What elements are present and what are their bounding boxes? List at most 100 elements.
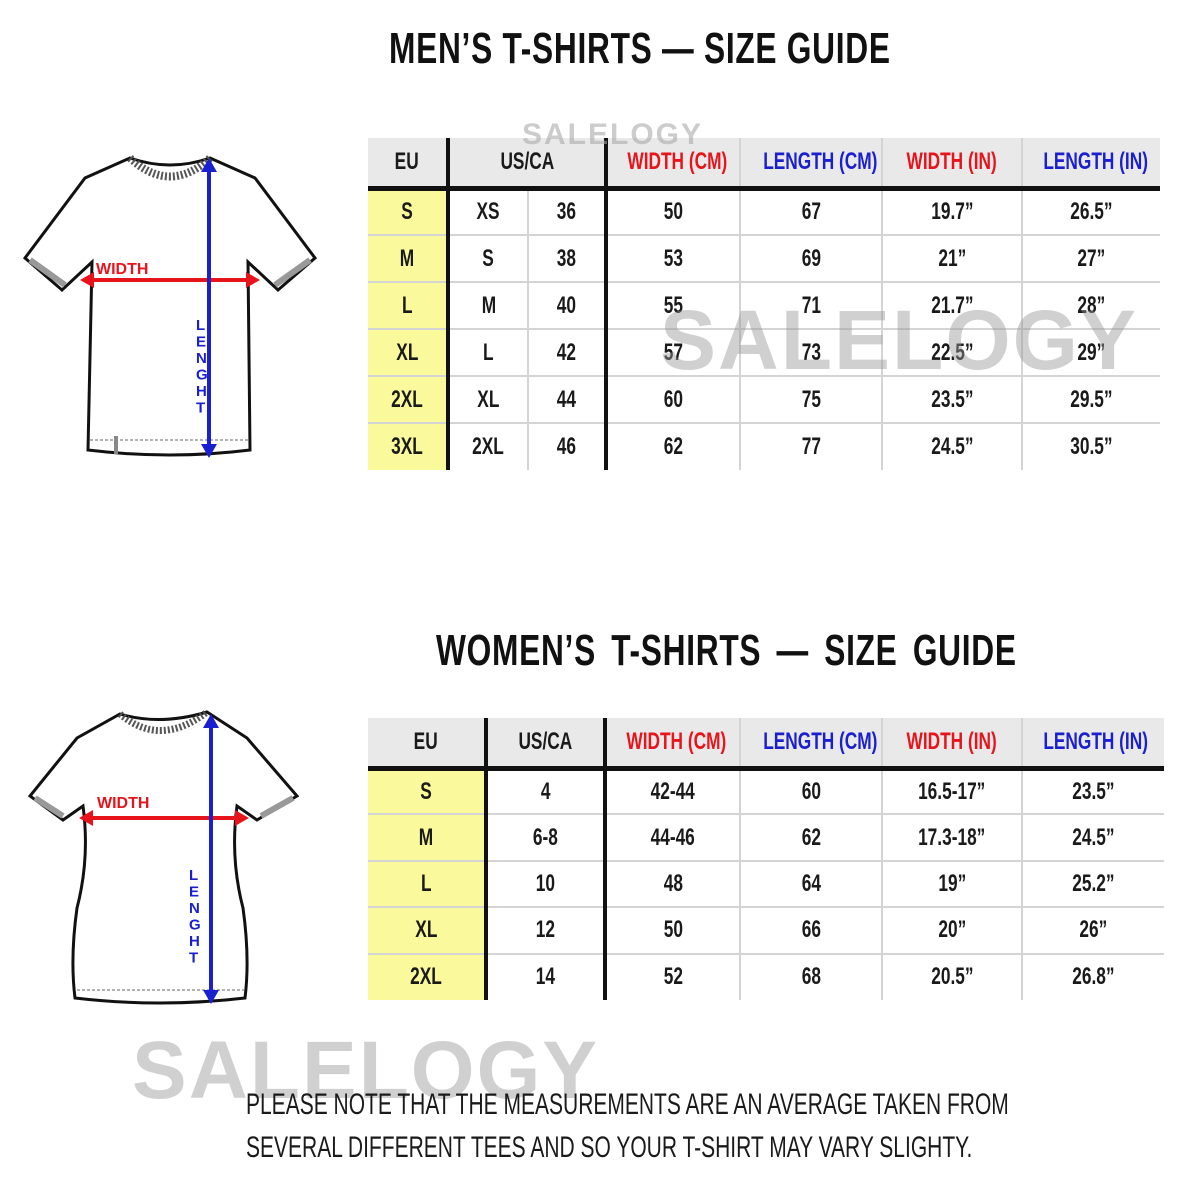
cell-length-in: 29”	[1021, 328, 1161, 377]
cell-length-in: 23.5”	[1021, 766, 1164, 816]
cell-us-ca-number: 40	[526, 281, 609, 330]
cell-length-cm: 75	[739, 375, 884, 424]
column-header-length-in: LENGTH (IN)	[1021, 718, 1164, 771]
column-header-eu: EU	[368, 138, 450, 191]
cell-us-ca-number: 44	[526, 375, 609, 424]
women-size-guide-title: WOMEN’S T-SHIRTS — SIZE GUIDE	[436, 626, 1017, 675]
cell-length-in: 26.8”	[1021, 952, 1164, 1000]
size-row: S 4 42-44 60 16.5-17” 23.5”	[368, 766, 1164, 816]
watermark-logo: SALELOGY	[132, 1025, 600, 1116]
cell-length-cm: 60	[739, 766, 883, 816]
column-header-length-cm: LENGTH (CM)	[739, 718, 883, 771]
cell-length-cm: 73	[739, 328, 884, 377]
cell-length-in: 28”	[1021, 281, 1161, 330]
cell-length-cm: 68	[739, 952, 883, 1000]
size-row: L M 40 55 71 21.7” 28”	[368, 281, 1161, 330]
cell-width-in: 23.5”	[881, 375, 1024, 424]
cell-length-cm: 66	[739, 906, 883, 955]
men-size-table: EU US/CA WIDTH (CM) LENGTH (CM) WIDTH (IN) LE…	[368, 138, 1161, 470]
watermark-logo: SALELOGY	[660, 293, 1139, 387]
cell-length-cm: 69	[739, 234, 884, 283]
column-header-length-in: LENGTH (IN)	[1021, 138, 1161, 191]
cell-us-ca-number: 46	[526, 422, 609, 470]
cell-length-cm: 77	[739, 422, 884, 470]
cell-length-cm: 64	[739, 859, 883, 909]
cell-us-ca-letter: S	[447, 234, 529, 283]
cell-width-in: 20.5”	[881, 952, 1023, 1000]
cell-length-in: 25.2”	[1021, 859, 1164, 909]
cell-length-cm: 67	[739, 187, 884, 236]
size-row: XL 12 50 66 20” 26”	[368, 906, 1164, 955]
cell-width-in: 21”	[881, 234, 1024, 283]
column-header-width-cm: WIDTH (CM)	[604, 718, 741, 771]
cell-length-in: 29.5”	[1021, 375, 1161, 424]
cell-us-ca-letter: XL	[447, 375, 529, 424]
column-header-width-in: WIDTH (IN)	[881, 718, 1023, 771]
column-header-width-in: WIDTH (IN)	[881, 138, 1024, 191]
cell-width-cm: 62	[605, 422, 742, 470]
size-row: L 10 48 64 19” 25.2”	[368, 859, 1164, 909]
cell-us-ca-number: 42	[526, 328, 609, 377]
cell-width-cm: 53	[605, 234, 742, 283]
width-arrow	[79, 810, 249, 826]
cell-eu: 2XL	[368, 952, 488, 1000]
cell-width-in: 24.5”	[881, 422, 1024, 470]
cell-width-in: 20”	[881, 906, 1023, 955]
cell-width-cm: 44-46	[604, 813, 741, 862]
width-arrow	[80, 272, 260, 288]
cell-eu: 2XL	[368, 375, 450, 424]
cell-width-in: 17.3-18”	[881, 813, 1023, 862]
cell-width-in: 21.7”	[881, 281, 1024, 330]
cell-length-in: 26”	[1021, 906, 1164, 955]
cell-width-cm: 48	[604, 859, 741, 909]
cell-eu: XL	[368, 906, 488, 955]
cell-us-ca: 14	[485, 952, 607, 1000]
cell-width-in: 19”	[881, 859, 1023, 909]
cell-width-in: 22.5”	[881, 328, 1024, 377]
cell-length-in: 27”	[1021, 234, 1161, 283]
women-size-table: EU US/CA WIDTH (CM) LENGTH (CM) WIDTH (IN) LE…	[368, 718, 1164, 1000]
cell-eu: XL	[368, 328, 450, 377]
cell-length-cm: 71	[739, 281, 884, 330]
measurement-note-line-1: PLEASE NOTE THAT THE MEASUREMENTS ARE AN…	[246, 1088, 1009, 1121]
column-header-us-ca: US/CA	[485, 718, 607, 771]
men-size-guide-title: MEN’S T-SHIRTS — SIZE GUIDE	[389, 24, 891, 73]
size-row: M S 38 53 69 21” 27”	[368, 234, 1161, 283]
size-row: S XS 36 50 67 19.7” 26.5”	[368, 187, 1161, 236]
cell-eu: M	[368, 813, 488, 862]
cell-us-ca: 12	[485, 906, 607, 955]
cell-width-cm: 42-44	[604, 766, 741, 816]
size-row: 2XL XL 44 60 75 23.5” 29.5”	[368, 375, 1161, 424]
cell-length-in: 24.5”	[1021, 813, 1164, 862]
column-header-width-cm: WIDTH (CM)	[605, 138, 742, 191]
cell-us-ca: 10	[485, 859, 607, 909]
cell-us-ca: 6-8	[485, 813, 607, 862]
cell-width-cm: 55	[605, 281, 742, 330]
size-row: 2XL 14 52 68 20.5” 26.8”	[368, 952, 1164, 1000]
length-arrow	[201, 158, 217, 458]
measurement-note-line-2: SEVERAL DIFFERENT TEES AND SO YOUR T-SHI…	[246, 1131, 973, 1164]
cell-length-cm: 62	[739, 813, 883, 862]
cell-width-cm: 60	[605, 375, 742, 424]
cell-width-cm: 52	[604, 952, 741, 1000]
size-row: M 6-8 44-46 62 17.3-18” 24.5”	[368, 813, 1164, 862]
cell-us-ca: 4	[485, 766, 607, 816]
cell-us-ca-letter: 2XL	[447, 422, 529, 470]
cell-us-ca-letter: L	[447, 328, 529, 377]
watermark-logo: SALELOGY	[522, 118, 704, 151]
size-row: XL L 42 57 73 22.5” 29”	[368, 328, 1161, 377]
column-header-eu: EU	[368, 718, 488, 771]
cell-width-in: 19.7”	[881, 187, 1024, 236]
column-header-us-ca: US/CA	[446, 138, 609, 191]
cell-eu: S	[368, 766, 488, 816]
cell-width-in: 16.5-17”	[881, 766, 1023, 816]
cell-eu: M	[368, 234, 450, 283]
width-label: WIDTH	[96, 261, 148, 278]
cell-width-cm: 50	[605, 187, 742, 236]
cell-us-ca-number: 38	[526, 234, 609, 283]
cell-eu: L	[368, 281, 450, 330]
